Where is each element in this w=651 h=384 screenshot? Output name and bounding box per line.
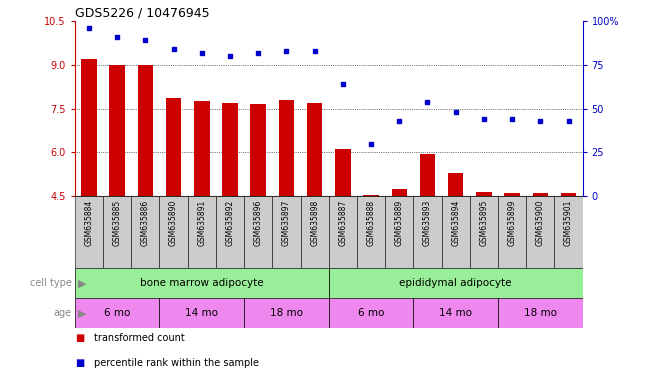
Text: 18 mo: 18 mo bbox=[524, 308, 557, 318]
Bar bbox=[391, 189, 407, 196]
Text: transformed count: transformed count bbox=[94, 333, 185, 343]
Bar bbox=[244, 298, 329, 328]
Text: percentile rank within the sample: percentile rank within the sample bbox=[94, 358, 259, 367]
Bar bbox=[335, 149, 351, 196]
Text: GSM635889: GSM635889 bbox=[395, 200, 404, 246]
Bar bbox=[81, 59, 97, 196]
Text: GSM635898: GSM635898 bbox=[310, 200, 319, 246]
Bar bbox=[476, 192, 492, 196]
Bar bbox=[420, 154, 436, 196]
Text: ▶: ▶ bbox=[78, 308, 87, 318]
Bar bbox=[75, 268, 329, 298]
Text: GSM635884: GSM635884 bbox=[85, 200, 94, 246]
Bar bbox=[498, 298, 583, 328]
Bar bbox=[413, 196, 441, 268]
Bar bbox=[137, 65, 153, 196]
Bar bbox=[385, 196, 413, 268]
Text: GSM635885: GSM635885 bbox=[113, 200, 122, 246]
Text: 18 mo: 18 mo bbox=[270, 308, 303, 318]
Text: GSM635886: GSM635886 bbox=[141, 200, 150, 246]
Bar bbox=[470, 196, 498, 268]
Text: GSM635892: GSM635892 bbox=[225, 200, 234, 246]
Text: 14 mo: 14 mo bbox=[439, 308, 472, 318]
Bar bbox=[448, 173, 464, 196]
Bar bbox=[109, 65, 125, 196]
Bar bbox=[307, 103, 322, 196]
Bar bbox=[216, 196, 244, 268]
Bar bbox=[244, 196, 272, 268]
Bar bbox=[441, 196, 470, 268]
Bar bbox=[279, 100, 294, 196]
Bar bbox=[413, 298, 498, 328]
Text: GSM635895: GSM635895 bbox=[479, 200, 488, 246]
Text: ■: ■ bbox=[75, 358, 84, 367]
Text: ▶: ▶ bbox=[78, 278, 87, 288]
Bar bbox=[272, 196, 301, 268]
Text: GSM635893: GSM635893 bbox=[423, 200, 432, 246]
Bar bbox=[329, 196, 357, 268]
Text: GDS5226 / 10476945: GDS5226 / 10476945 bbox=[75, 7, 210, 20]
Text: cell type: cell type bbox=[30, 278, 72, 288]
Text: 6 mo: 6 mo bbox=[104, 308, 130, 318]
Bar bbox=[132, 196, 159, 268]
Bar bbox=[363, 195, 379, 196]
Bar bbox=[166, 98, 182, 196]
Text: epididymal adipocyte: epididymal adipocyte bbox=[400, 278, 512, 288]
Bar bbox=[357, 196, 385, 268]
Text: bone marrow adipocyte: bone marrow adipocyte bbox=[140, 278, 264, 288]
Text: 14 mo: 14 mo bbox=[186, 308, 218, 318]
Bar bbox=[103, 196, 132, 268]
Bar bbox=[561, 193, 576, 196]
Text: GSM635891: GSM635891 bbox=[197, 200, 206, 246]
Bar bbox=[505, 193, 520, 196]
Bar bbox=[498, 196, 526, 268]
Text: GSM635888: GSM635888 bbox=[367, 200, 376, 246]
Text: age: age bbox=[53, 308, 72, 318]
Text: GSM635896: GSM635896 bbox=[254, 200, 263, 246]
Text: GSM635890: GSM635890 bbox=[169, 200, 178, 246]
Text: GSM635899: GSM635899 bbox=[508, 200, 517, 246]
Bar bbox=[555, 196, 583, 268]
Bar bbox=[329, 298, 413, 328]
Bar bbox=[75, 298, 159, 328]
Bar bbox=[159, 298, 244, 328]
Bar bbox=[194, 101, 210, 196]
Text: GSM635894: GSM635894 bbox=[451, 200, 460, 246]
Text: 6 mo: 6 mo bbox=[358, 308, 384, 318]
Bar bbox=[222, 103, 238, 196]
Bar bbox=[159, 196, 187, 268]
Text: GSM635897: GSM635897 bbox=[282, 200, 291, 246]
Text: GSM635901: GSM635901 bbox=[564, 200, 573, 246]
Text: GSM635887: GSM635887 bbox=[339, 200, 348, 246]
Bar bbox=[329, 268, 583, 298]
Text: GSM635900: GSM635900 bbox=[536, 200, 545, 246]
Text: ■: ■ bbox=[75, 333, 84, 343]
Bar bbox=[301, 196, 329, 268]
Bar bbox=[526, 196, 555, 268]
Bar bbox=[75, 196, 103, 268]
Bar bbox=[533, 193, 548, 196]
Bar bbox=[251, 104, 266, 196]
Bar bbox=[187, 196, 216, 268]
